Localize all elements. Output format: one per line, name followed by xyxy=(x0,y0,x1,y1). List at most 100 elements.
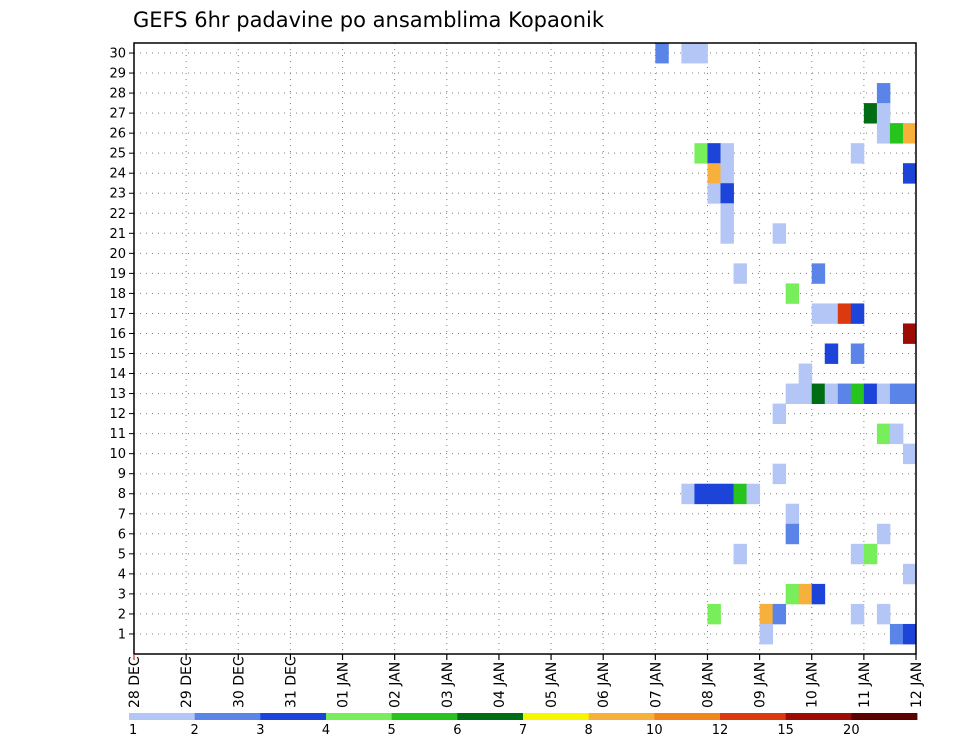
legend-label: 2 xyxy=(191,723,199,738)
heatmap-cell xyxy=(850,543,865,565)
heatmap-cell xyxy=(655,43,669,64)
heatmap-cell xyxy=(902,623,917,645)
x-tick-label: 12 JAN xyxy=(909,662,925,708)
legend-swatch xyxy=(326,713,393,720)
heatmap-cell xyxy=(876,603,891,625)
x-tick-label: 04 JAN xyxy=(492,662,508,708)
y-tick-label: 26 xyxy=(109,127,126,142)
x-tick-label: 08 JAN xyxy=(700,662,716,708)
heatmap-cell xyxy=(824,343,839,364)
heatmap-cell xyxy=(902,163,917,184)
legend-swatch xyxy=(851,713,918,720)
x-tick-label: 06 JAN xyxy=(596,662,612,708)
legend-label: 1 xyxy=(129,723,137,738)
legend-label: 20 xyxy=(843,723,860,738)
heatmap-cell xyxy=(902,443,917,465)
y-tick-label: 3 xyxy=(118,587,126,602)
x-tick-label: 01 JAN xyxy=(336,662,352,708)
x-tick-label: 05 JAN xyxy=(544,662,560,708)
heatmap-cell xyxy=(733,543,747,565)
heatmap-cell xyxy=(850,143,865,164)
heatmap-cell xyxy=(889,623,904,645)
y-tick-label: 25 xyxy=(109,147,126,162)
heatmap-cell xyxy=(707,483,721,505)
legend-swatch xyxy=(391,713,458,720)
y-tick-label: 4 xyxy=(118,567,126,582)
heatmap-cell xyxy=(863,543,878,565)
x-tick-label: 03 JAN xyxy=(440,662,456,708)
x-axis: 28 DEC 29 DEC 30 DEC 31 DEC 01 JAN 02 JAN 03 J… xyxy=(127,654,925,708)
heatmap-cell xyxy=(798,363,813,384)
y-tick-label: 10 xyxy=(109,447,126,462)
y-tick-label: 2 xyxy=(118,607,126,622)
x-tick-label: 29 DEC xyxy=(179,656,195,708)
legend-label: 10 xyxy=(646,723,663,738)
legend-swatch xyxy=(194,713,261,720)
legend-label: 4 xyxy=(322,723,330,738)
heatmap-cell xyxy=(707,603,721,625)
y-tick-label: 17 xyxy=(109,307,126,322)
data-cells xyxy=(655,43,917,645)
legend-label: 15 xyxy=(777,723,794,738)
heatmap-cell xyxy=(785,583,800,605)
heatmap-cell xyxy=(798,383,813,404)
heatmap-cell xyxy=(772,603,787,625)
heatmap-cell xyxy=(902,563,917,585)
legend-label: 5 xyxy=(388,723,396,738)
heatmap-cell xyxy=(759,623,774,645)
y-tick-label: 13 xyxy=(109,387,126,402)
heatmap-cell xyxy=(681,43,695,64)
legend-swatch xyxy=(260,713,327,720)
y-tick-label: 5 xyxy=(118,547,126,562)
y-tick-label: 30 xyxy=(109,47,126,62)
x-tick-label: 10 JAN xyxy=(805,662,821,708)
grid xyxy=(134,43,916,654)
legend-swatch xyxy=(129,713,196,720)
heatmap-cell xyxy=(837,383,852,404)
y-tick-label: 18 xyxy=(109,287,126,302)
y-tick-label: 15 xyxy=(109,347,126,362)
heatmap-cell xyxy=(798,583,813,605)
legend-label: 8 xyxy=(585,723,593,738)
heatmap-cell xyxy=(863,103,878,124)
heatmap-cell xyxy=(707,183,721,204)
y-tick-label: 12 xyxy=(109,407,126,422)
heatmap-cell xyxy=(876,103,891,124)
heatmap-cell xyxy=(889,423,904,445)
heatmap-cell xyxy=(850,303,865,324)
y-tick-label: 7 xyxy=(118,507,126,522)
heatmap-cell xyxy=(876,523,891,545)
heatmap-cell xyxy=(785,383,800,404)
heatmap-cell xyxy=(720,143,734,164)
heatmap-cell xyxy=(902,323,917,344)
heatmap-cell xyxy=(772,463,787,485)
heatmap-cell xyxy=(876,123,891,144)
legend-swatch xyxy=(523,713,590,720)
y-tick-label: 6 xyxy=(118,527,126,542)
x-tick-label: 07 JAN xyxy=(648,662,664,708)
legend-label: 3 xyxy=(256,723,264,738)
heatmap-cell xyxy=(681,483,695,505)
heatmap-cell xyxy=(785,523,800,545)
y-tick-label: 8 xyxy=(118,487,126,502)
heatmap-cell xyxy=(746,483,760,505)
heatmap-cell xyxy=(863,383,878,404)
y-tick-label: 9 xyxy=(118,467,126,482)
heatmap-cell xyxy=(720,203,734,224)
legend-label: 7 xyxy=(519,723,527,738)
heatmap-cell xyxy=(694,483,708,505)
y-tick-label: 19 xyxy=(109,267,126,282)
y-tick-label: 24 xyxy=(109,167,126,182)
x-tick-label: 09 JAN xyxy=(753,662,769,708)
heatmap-cell xyxy=(811,383,826,404)
heatmap-cell xyxy=(772,223,787,244)
heatmap-cell xyxy=(824,303,839,324)
heatmap-cell xyxy=(811,583,826,605)
legend-label: 12 xyxy=(712,723,729,738)
heatmap-cell xyxy=(811,263,826,284)
heatmap-cell xyxy=(850,343,865,364)
heatmap-cell xyxy=(694,143,708,164)
heatmap-cell xyxy=(876,423,891,445)
